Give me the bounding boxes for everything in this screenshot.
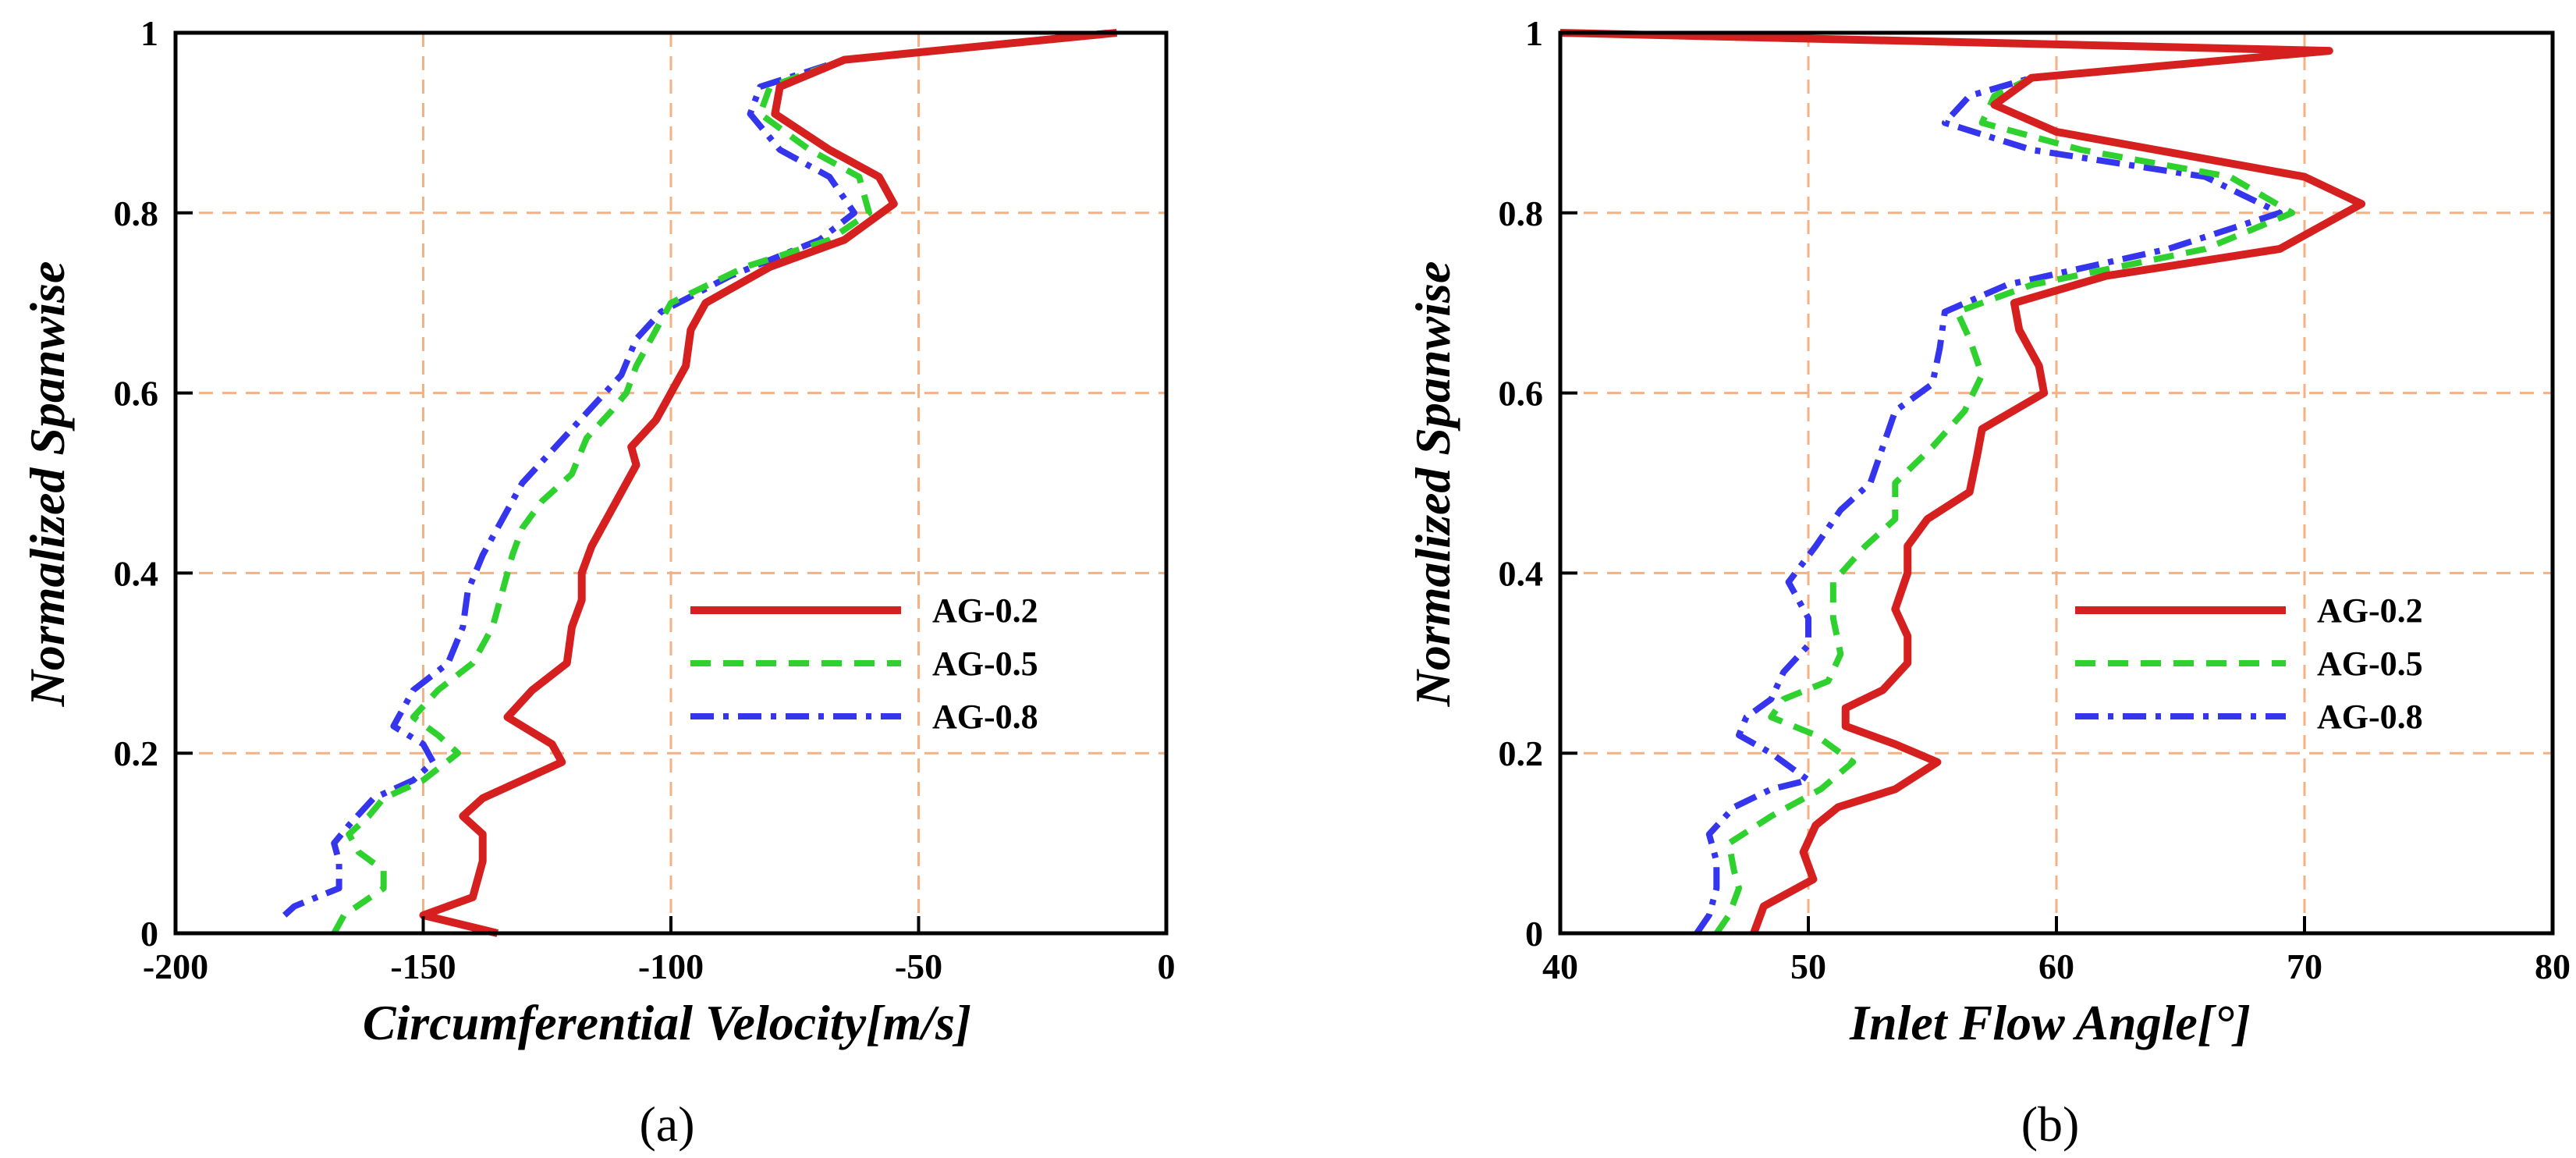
- x-tick-label: 60: [2038, 947, 2074, 986]
- y-tick-label: 0.6: [114, 374, 159, 414]
- y-tick-label: 0.2: [1499, 734, 1544, 773]
- grid-a: [176, 31, 1166, 933]
- tick-labels-a: -200 -150 -100 -50 0 0 0.2 0.4 0.6 0.8 1: [114, 13, 1176, 986]
- chart-panel-b: 40 50 60 70 80 0 0.2 0.4 0.6 0.8 1 Inlet Flow Angl…: [1405, 13, 2571, 1152]
- x-tick-label: 80: [2535, 947, 2571, 986]
- series-group-a: [282, 29, 1117, 937]
- series-group-b: [1559, 29, 2366, 936]
- y-tick-label: 0.8: [114, 194, 159, 233]
- y-tick-label: 0.8: [1499, 194, 1544, 233]
- series-line-ag-05: [1559, 30, 2333, 936]
- ticks-a: [174, 31, 1168, 935]
- series-line-ag-08: [1559, 30, 2333, 936]
- legend-label-ag-05: AG-0.5: [932, 645, 1038, 683]
- x-tick-label: 70: [2287, 947, 2322, 986]
- legend-label-ag-05: AG-0.5: [2317, 645, 2423, 683]
- y-axis-label-b: Normalized Spanwise: [1405, 261, 1460, 708]
- y-tick-label: 0.2: [114, 734, 159, 773]
- y-tick-label: 0.4: [114, 553, 159, 593]
- y-tick-label: 1: [140, 13, 158, 53]
- y-tick-label: 0.6: [1499, 374, 1544, 414]
- legend-a: AG-0.2 AG-0.5 AG-0.8: [690, 591, 1038, 736]
- legend-label-ag-02: AG-0.2: [932, 591, 1038, 630]
- panel-label-b: (b): [2021, 1096, 2080, 1152]
- series-line-ag-02: [419, 29, 1117, 937]
- y-tick-label: 1: [1525, 13, 1543, 53]
- series-line-ag-05: [331, 30, 1117, 935]
- x-axis-label-a: Circumferential Velocity[m/s]: [363, 995, 971, 1050]
- tick-labels-b: 40 50 60 70 80 0 0.2 0.4 0.6 0.8 1: [1499, 13, 2571, 986]
- x-tick-label: -150: [390, 947, 456, 986]
- legend-b: AG-0.2 AG-0.5 AG-0.8: [2075, 591, 2423, 736]
- y-tick-label: 0.4: [1499, 553, 1544, 593]
- series-line-ag-02: [1559, 29, 2366, 935]
- x-tick-label: -200: [143, 947, 208, 986]
- x-tick-label: -100: [638, 947, 704, 986]
- legend-label-ag-02: AG-0.2: [2317, 591, 2423, 630]
- chart-panel-a: -200 -150 -100 -50 0 0 0.2 0.4 0.6 0.8 1 Circumfer…: [20, 13, 1176, 1152]
- x-tick-label: 0: [1158, 947, 1176, 986]
- y-tick-label: 0: [1525, 914, 1543, 954]
- panel-label-a: (a): [639, 1096, 694, 1152]
- y-axis-label-a: Normalized Spanwise: [20, 261, 75, 708]
- x-tick-label: 40: [1542, 947, 1578, 986]
- x-tick-label: -50: [895, 947, 942, 986]
- ticks-b: [1559, 31, 2554, 935]
- series-line-ag-08: [282, 30, 1108, 918]
- legend-label-ag-08: AG-0.8: [2317, 698, 2423, 736]
- x-tick-label: 50: [1790, 947, 1826, 986]
- grid-b: [1560, 31, 2553, 933]
- y-tick-label: 0: [140, 914, 158, 954]
- x-axis-label-b: Inlet Flow Angle[°]: [1849, 995, 2251, 1050]
- legend-label-ag-08: AG-0.8: [932, 698, 1038, 736]
